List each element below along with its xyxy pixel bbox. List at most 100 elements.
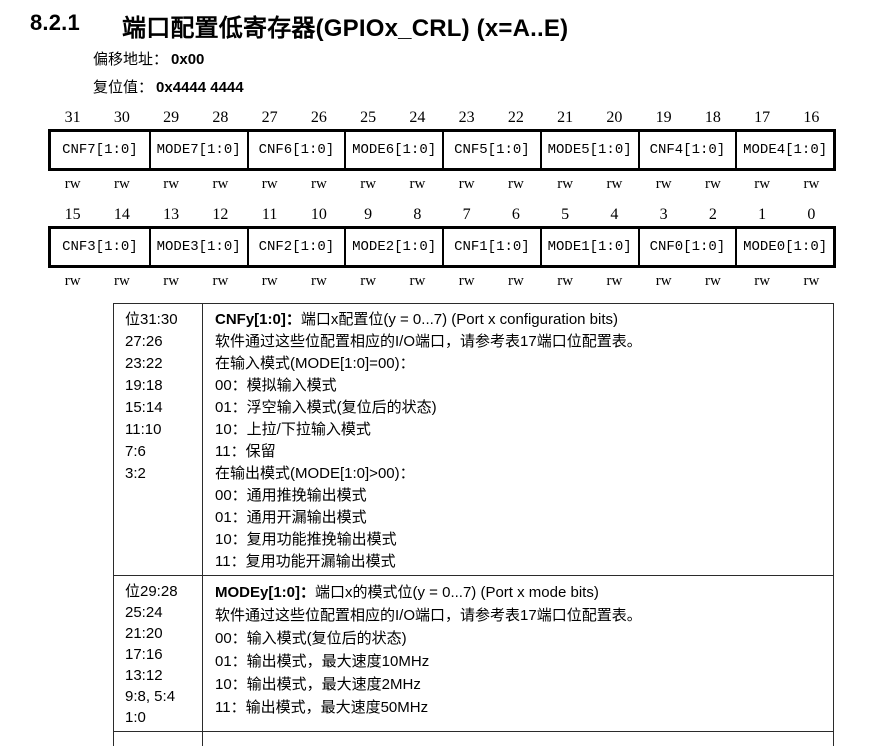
bit-fields-row-low: CNF3[1:0] MODE3[1:0] CNF2[1:0] MODE2[1:0] CN… xyxy=(48,226,836,268)
bit-field-cell: MODE3[1:0] xyxy=(148,229,247,265)
cnf-field-definition: 端口x配置位(y = 0...7) (Port x configuration … xyxy=(300,311,619,328)
section-number: 8.2.1 xyxy=(30,10,80,35)
access-type: rw xyxy=(310,176,327,192)
bit-number: 6 xyxy=(511,206,520,223)
bit-number: 18 xyxy=(704,109,721,126)
bit-number: 16 xyxy=(803,109,820,126)
mode-description: MODEy[1:0]：端口x的模式位(y = 0...7) (Port x mo… xyxy=(203,576,833,731)
bit-number: 7 xyxy=(462,206,471,223)
access-type: rw xyxy=(113,176,130,192)
bit-number: 1 xyxy=(758,206,767,223)
bit-field-cell: MODE5[1:0] xyxy=(539,132,638,168)
reset-value-label: 复位值： xyxy=(93,79,154,96)
bit-range: 19:18 xyxy=(125,377,163,394)
offset-address-label: 偏移地址： xyxy=(93,51,169,68)
register-bits-31-16: 31 30 29 28 27 26 25 24 23 22 21 20 19 18 17 16 CNF7[1:… xyxy=(48,105,836,196)
access-type: rw xyxy=(655,273,672,289)
bit-field-cell: MODE6[1:0] xyxy=(344,132,442,168)
bit-number: 10 xyxy=(310,206,327,223)
mode-definition-line: MODEy[1:0]：端口x的模式位(y = 0...7) (Port x mo… xyxy=(215,581,833,604)
bit-description-table: 位31:30 27:26 23:22 19:18 15:14 11:10 7:6 3:2 CN… xyxy=(113,303,834,746)
bit-range: 1:0 xyxy=(125,709,146,726)
access-row-high: rw rw rw rw rw rw rw rw rw rw rw rw rw rw rw rw xyxy=(48,176,836,196)
reset-value-line: 复位值： 0x4444 4444 xyxy=(93,74,244,102)
mode-field-term: MODEy[1:0]： xyxy=(215,584,316,601)
bit-field-cell: CNF1[1:0] xyxy=(442,229,540,265)
access-type: rw xyxy=(409,176,426,192)
access-type: rw xyxy=(163,176,180,192)
bit-range: 位31:30 xyxy=(125,311,178,328)
access-type: rw xyxy=(458,176,475,192)
bit-number: 31 xyxy=(64,109,81,126)
access-type: rw xyxy=(803,273,820,289)
bit-number: 30 xyxy=(113,109,130,126)
access-type: rw xyxy=(754,176,771,192)
bit-range: 27:26 xyxy=(125,333,163,350)
bit-numbers-row-high: 31 30 29 28 27 26 25 24 23 22 21 20 19 18 17 16 xyxy=(48,105,836,127)
bit-number: 17 xyxy=(754,109,771,126)
table-continuation-left xyxy=(114,732,203,746)
access-type: rw xyxy=(507,273,524,289)
offset-address-value: 0x00 xyxy=(171,51,205,68)
access-type: rw xyxy=(655,176,672,192)
cnf-description-row: 位31:30 27:26 23:22 19:18 15:14 11:10 7:6 3:2 CN… xyxy=(114,304,833,576)
bit-number: 26 xyxy=(310,109,327,126)
bit-range: 17:16 xyxy=(125,646,163,663)
access-type: rw xyxy=(360,176,377,192)
bit-numbers-row-low: 15 14 13 12 11 10 9 8 7 6 5 4 3 2 1 0 xyxy=(48,202,836,224)
bit-number: 12 xyxy=(212,206,229,223)
description-line: 10：复用功能推挽输出模式 xyxy=(215,531,397,548)
bit-number: 27 xyxy=(261,109,278,126)
mode-description-lines: 软件通过这些位配置相应的I/O端口，请参考表17端口位配置表。 00：输入模式(复… xyxy=(215,604,833,719)
bit-number: 21 xyxy=(557,109,574,126)
mode-description-row: 位29:28 25:24 21:20 17:16 13:12 9:8, 5:4 1:0 MO… xyxy=(114,576,833,732)
access-type: rw xyxy=(606,273,623,289)
bit-number: 8 xyxy=(413,206,422,223)
bit-field-cell: CNF6[1:0] xyxy=(246,132,345,168)
bit-number: 13 xyxy=(163,206,180,223)
mode-field-definition: 端口x的模式位(y = 0...7) (Port x mode bits) xyxy=(315,584,599,601)
bit-number: 9 xyxy=(364,206,373,223)
bit-range: 7:6 xyxy=(125,443,146,460)
access-type: rw xyxy=(458,273,475,289)
access-type: rw xyxy=(557,273,574,289)
access-type: rw xyxy=(704,176,721,192)
bit-number: 19 xyxy=(655,109,672,126)
access-type: rw xyxy=(754,273,771,289)
bit-number: 0 xyxy=(807,206,816,223)
description-line: 10：上拉/下拉输入模式 xyxy=(215,421,371,438)
access-type: rw xyxy=(64,273,81,289)
bit-number: 11 xyxy=(261,206,278,223)
mode-bit-ranges: 位29:28 25:24 21:20 17:16 13:12 9:8, 5:4 1:0 xyxy=(114,576,203,731)
table-continuation xyxy=(114,732,833,746)
description-line: 软件通过这些位配置相应的I/O端口，请参考表17端口位配置表。 xyxy=(215,607,642,624)
bit-range: 13:12 xyxy=(125,667,163,684)
description-line: 00：模拟输入模式 xyxy=(215,377,337,394)
description-line: 00：通用推挽输出模式 xyxy=(215,487,367,504)
bit-field-cell: MODE4[1:0] xyxy=(735,132,833,168)
bit-number: 4 xyxy=(610,206,619,223)
register-meta: 偏移地址： 0x00 复位值： 0x4444 4444 xyxy=(93,46,244,102)
description-line: 01：输出模式，最大速度10MHz xyxy=(215,653,430,670)
register-bits-15-0: 15 14 13 12 11 10 9 8 7 6 5 4 3 2 1 0 CNF3[1:0] MODE3[1:… xyxy=(48,202,836,293)
bit-number: 29 xyxy=(163,109,180,126)
access-type: rw xyxy=(212,273,229,289)
page-title: 端口配置低寄存器(GPIOx_CRL) (x=A..E) xyxy=(122,15,569,42)
bit-field-cell: MODE1[1:0] xyxy=(539,229,638,265)
access-type: rw xyxy=(803,176,820,192)
access-type: rw xyxy=(261,273,278,289)
access-type: rw xyxy=(64,176,81,192)
bit-field-cell: CNF4[1:0] xyxy=(637,132,736,168)
bit-fields-row-high: CNF7[1:0] MODE7[1:0] CNF6[1:0] MODE6[1:0] CN… xyxy=(48,129,836,171)
bit-field-cell: MODE7[1:0] xyxy=(148,132,247,168)
bit-number: 23 xyxy=(458,109,475,126)
description-line: 01：通用开漏输出模式 xyxy=(215,509,367,526)
bit-number: 2 xyxy=(708,206,717,223)
bit-number: 25 xyxy=(360,109,377,126)
description-line: 11：输出模式，最大速度50MHz xyxy=(215,699,429,716)
bit-field-cell: CNF7[1:0] xyxy=(62,142,138,158)
access-type: rw xyxy=(261,176,278,192)
access-type: rw xyxy=(163,273,180,289)
bit-range: 25:24 xyxy=(125,604,163,621)
bit-field-cell: CNF2[1:0] xyxy=(246,229,345,265)
